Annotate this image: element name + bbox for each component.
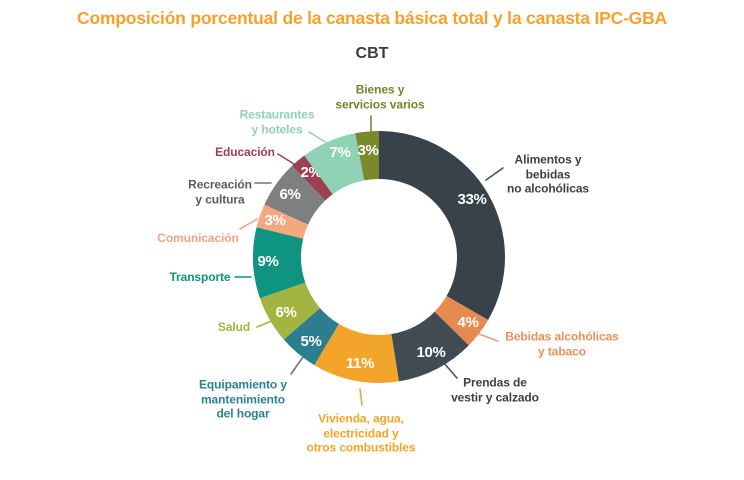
segment-bienes-y-servicios-varios bbox=[355, 131, 379, 181]
figure-title: Composición porcentual de la canasta bás… bbox=[77, 8, 667, 28]
segment-restaurantes-y-hoteles bbox=[304, 133, 365, 195]
segment-bebidas-alcoholicas-y-tabaco bbox=[434, 296, 489, 346]
pct-label-alimentos-y-bebidas-no-alcoholicas: 33% bbox=[457, 191, 486, 208]
leader-line-restaurantes-y-hoteles bbox=[308, 131, 326, 143]
pct-label-bienes-y-servicios-varios: 3% bbox=[357, 142, 378, 159]
pct-label-vivienda-agua-electricidad-y-otros-combustibles: 11% bbox=[346, 355, 374, 372]
segment-comunicacion bbox=[256, 204, 309, 239]
leader-line-prendas-de-vestir-y-calzado bbox=[442, 361, 458, 379]
segment-transporte bbox=[252, 227, 306, 299]
segment-recreacion-y-cultura bbox=[264, 165, 326, 225]
pct-label-transporte: 9% bbox=[257, 253, 278, 270]
pct-label-salud: 6% bbox=[275, 304, 296, 321]
pct-label-equipamiento-y-mantenimiento-del-hogar: 5% bbox=[300, 333, 321, 350]
segment-equipamiento-y-mantenimiento-del-hogar bbox=[283, 308, 339, 366]
pct-label-comunicacion: 3% bbox=[264, 212, 285, 229]
leader-line-comunicacion bbox=[239, 218, 258, 230]
pct-label-restaurantes-y-hoteles: 7% bbox=[329, 144, 350, 161]
segment-educacion bbox=[292, 155, 333, 201]
leader-line-salud bbox=[256, 319, 275, 328]
leader-line-equipamiento-y-mantenimiento-del-hogar bbox=[290, 356, 304, 375]
segment-prendas-de-vestir-y-calzado bbox=[391, 311, 469, 382]
segment-alimentos-y-bebidas-no-alcoholicas bbox=[379, 131, 506, 320]
leader-line-vivienda-agua-electricidad-y-otros-combustibles bbox=[359, 388, 363, 406]
leader-line-bebidas-alcoholicas-y-tabaco bbox=[478, 333, 499, 342]
leader-line-alimentos-y-bebidas-no-alcoholicas bbox=[485, 167, 504, 181]
segment-salud bbox=[259, 282, 321, 340]
pct-label-prendas-de-vestir-y-calzado: 10% bbox=[416, 344, 445, 361]
pct-label-bebidas-alcoholicas-y-tabaco: 4% bbox=[457, 314, 478, 331]
segment-vivienda-agua-electricidad-y-otros-combustibles bbox=[314, 323, 399, 384]
donut-title: CBT bbox=[355, 45, 389, 62]
leader-line-educacion bbox=[277, 153, 295, 165]
pct-label-recreacion-y-cultura: 6% bbox=[279, 186, 300, 203]
